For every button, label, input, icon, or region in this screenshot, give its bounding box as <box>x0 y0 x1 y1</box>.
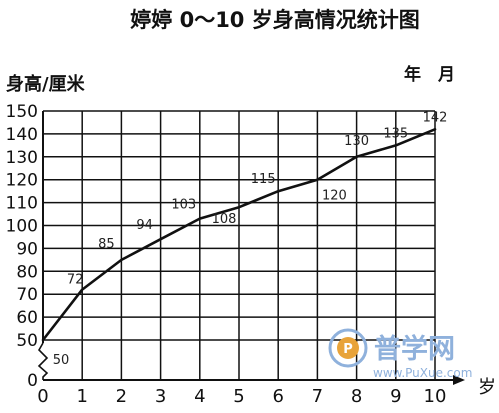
y-tick-label: 130 <box>6 148 38 168</box>
x-tick-label: 6 <box>272 386 283 407</box>
x-axis-label: 岁 <box>478 377 496 398</box>
data-label: 85 <box>98 237 115 252</box>
y-tick-label: 80 <box>16 262 38 282</box>
x-tick-label: 0 <box>37 386 48 407</box>
y-tick-label: 120 <box>6 171 38 191</box>
watermark-url: www.PuXue.com <box>373 366 472 380</box>
data-label: 50 <box>53 353 70 368</box>
data-label: 142 <box>423 110 448 125</box>
y-tick-label: 100 <box>6 217 38 237</box>
chart-title: 婷婷 0～10 岁身高情况统计图 <box>130 8 419 32</box>
x-tick-label: 4 <box>194 386 205 407</box>
data-label: 120 <box>322 189 347 204</box>
date-label: 年 月 <box>404 64 455 85</box>
y-tick-label: 70 <box>16 285 38 305</box>
data-labels: 50 72 85 94 103 108 115 120 130 135 142 <box>53 110 448 368</box>
x-axis-arrow <box>453 375 465 385</box>
y-tick-label: 140 <box>6 125 38 145</box>
y-tick-label: 150 <box>6 102 38 122</box>
data-label: 115 <box>251 172 276 187</box>
y-tick-label: 90 <box>16 239 38 259</box>
svg-text:P: P <box>343 342 353 357</box>
y-tick-label: 110 <box>6 194 38 214</box>
x-tick-label: 9 <box>390 386 401 407</box>
x-tick-label: 5 <box>233 386 244 407</box>
data-label: 94 <box>136 218 153 233</box>
data-label: 135 <box>383 126 408 141</box>
y-tick-label: 0 <box>27 371 38 391</box>
axes <box>37 111 465 385</box>
y-axis-break <box>37 342 49 380</box>
data-label: 72 <box>67 273 84 288</box>
x-tick-label: 7 <box>312 386 323 407</box>
x-tick-label: 3 <box>155 386 166 407</box>
y-tick-label: 50 <box>16 331 38 351</box>
watermark-text: 普学网 <box>374 333 455 365</box>
x-tick-label: 2 <box>116 386 127 407</box>
x-tick-labels: 0 1 2 3 4 5 6 7 8 9 10 <box>37 386 446 407</box>
grid <box>43 110 436 380</box>
data-label: 108 <box>212 212 237 227</box>
y-tick-label: 60 <box>16 308 38 328</box>
y-axis-label: 身高/厘米 <box>6 73 86 95</box>
data-label: 130 <box>344 134 369 149</box>
watermark-logo: P 普学网 www.PuXue.com <box>328 328 472 380</box>
series-line <box>41 128 437 342</box>
data-label: 103 <box>171 198 196 213</box>
x-tick-label: 10 <box>424 386 447 407</box>
x-tick-label: 1 <box>76 386 87 407</box>
x-tick-label: 8 <box>351 386 362 407</box>
